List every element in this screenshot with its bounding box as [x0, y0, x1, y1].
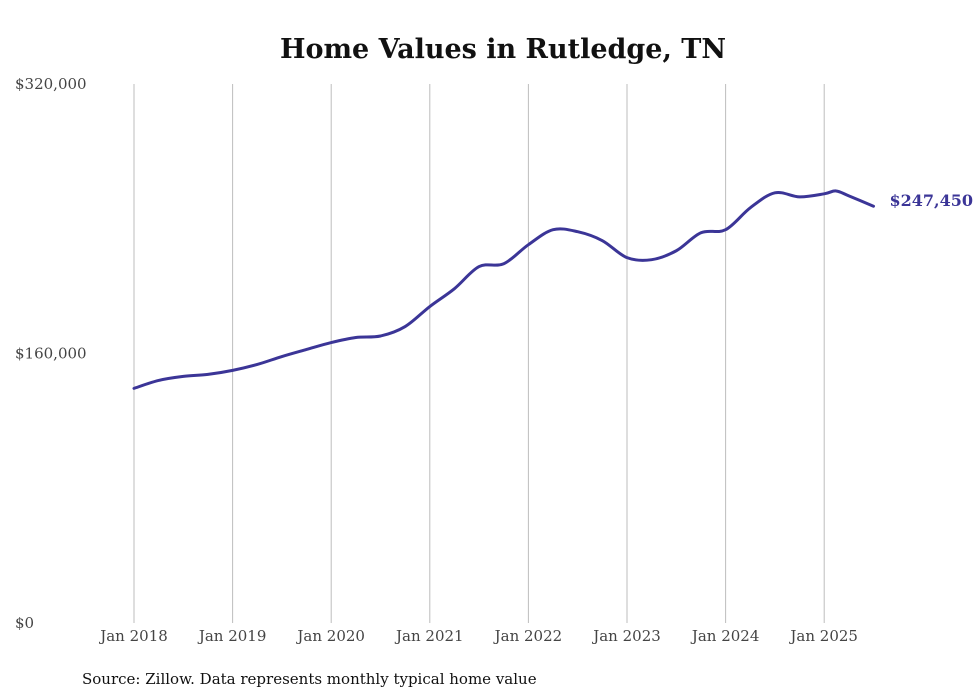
series-line: [132, 189, 875, 390]
end-value-label: $247,450: [890, 191, 974, 210]
y-tick-label: $0: [15, 614, 34, 632]
x-tick-label: Jan 2018: [98, 627, 168, 645]
source-note: Source: Zillow. Data represents monthly …: [82, 670, 537, 688]
chart-title: Home Values in Rutledge, TN: [280, 34, 726, 65]
x-tick-label: Jan 2021: [394, 627, 464, 645]
y-tick-label: $160,000: [15, 345, 87, 363]
y-tick-label: $320,000: [15, 75, 87, 93]
x-tick-label: Jan 2020: [295, 627, 365, 645]
x-tick-label: Jan 2025: [788, 627, 858, 645]
x-tick-label: Jan 2019: [197, 627, 267, 645]
x-tick-label: Jan 2024: [690, 627, 760, 645]
x-tick-label: Jan 2023: [591, 627, 661, 645]
x-tick-label: Jan 2022: [493, 627, 563, 645]
